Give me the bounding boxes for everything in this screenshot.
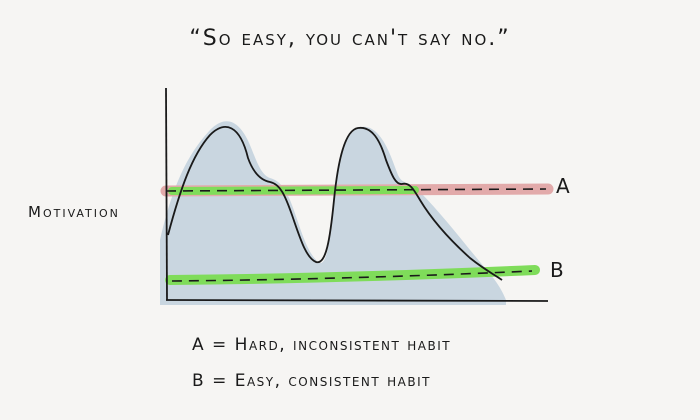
- legend-a: A = Hard, inconsistent habit: [192, 335, 452, 355]
- line-b-highlight: [165, 265, 540, 285]
- y-axis: [165, 87, 168, 301]
- line-a-dashed: [165, 188, 547, 192]
- line-a-label: A: [556, 174, 570, 198]
- diagram-title: “So easy, you can't say no.”: [189, 26, 511, 51]
- line-b-label: B: [550, 258, 564, 282]
- y-axis-label: Motivation: [28, 203, 120, 221]
- legend-b: B = Easy, consistent habit: [192, 371, 431, 391]
- x-axis: [165, 299, 549, 302]
- motivation-curve: [167, 126, 503, 281]
- line-b-dashed: [171, 270, 533, 282]
